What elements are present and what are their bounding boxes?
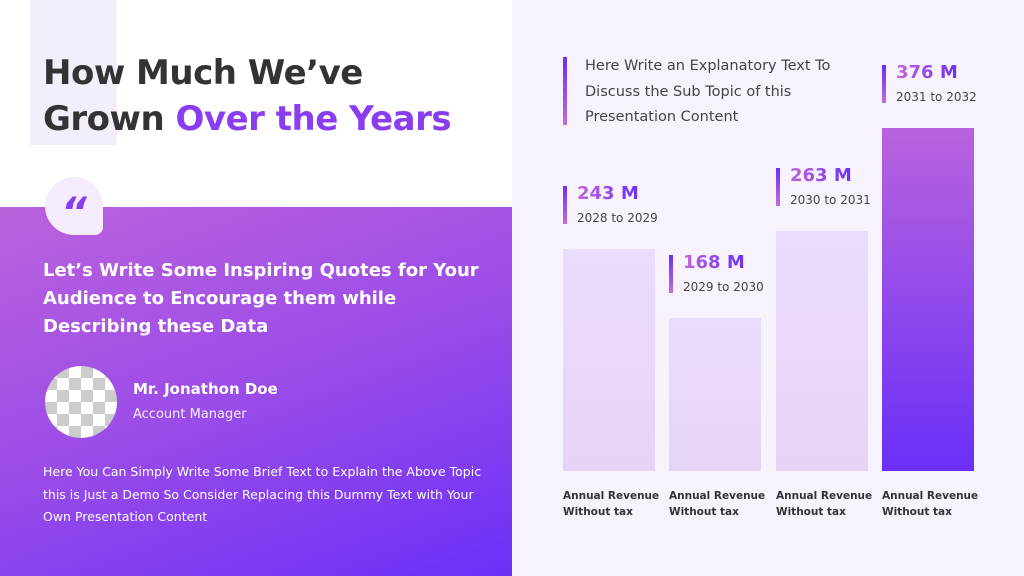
- label-accent-bar: [563, 186, 567, 225]
- author-name: Mr. Jonathon Doe: [133, 380, 278, 398]
- period-label: 2029 to 2030: [683, 279, 764, 294]
- bar: [563, 249, 655, 471]
- quote-text: Let’s Write Some Inspiring Quotes for Yo…: [43, 260, 479, 337]
- category-label: Annual Revenue Without tax: [669, 490, 766, 518]
- bar: [669, 317, 761, 471]
- bar: [776, 231, 868, 471]
- explanatory-text: Here Write an Explanatory Text To Discus…: [585, 58, 831, 125]
- title-decoration: [30, 0, 117, 145]
- category-label: Annual Revenue Without tax: [882, 490, 979, 518]
- category-label: Annual Revenue Without tax: [563, 490, 660, 518]
- title-plain: Grown: [43, 99, 176, 139]
- value-label: 168 M: [683, 251, 745, 273]
- body-text: Here You Can Simply Write Some Brief Tex…: [43, 464, 482, 524]
- label-accent-bar: [776, 168, 780, 207]
- value-label: 243 M: [577, 183, 639, 205]
- avatar: [45, 366, 117, 438]
- bar: [882, 128, 974, 471]
- value-label: 376 M: [896, 62, 958, 84]
- period-label: 2030 to 2031: [790, 193, 871, 208]
- period-label: 2031 to 2032: [896, 90, 977, 105]
- label-accent-bar: [882, 65, 886, 104]
- value-label: 263 M: [790, 165, 852, 187]
- period-label: 2028 to 2029: [577, 211, 658, 226]
- title-highlight: Over the Years: [175, 99, 452, 139]
- title-line-1: How Much We’ve: [43, 53, 363, 93]
- quote-mark-icon: “: [45, 177, 103, 236]
- accent-bar: [563, 57, 567, 125]
- title-line-2: Grown Over the Years: [43, 96, 452, 142]
- page-title: How Much We’ve Grown Over the Years: [43, 50, 452, 142]
- author-role: Account Manager: [133, 407, 247, 422]
- category-label: Annual Revenue Without tax: [776, 490, 873, 518]
- label-accent-bar: [669, 254, 673, 293]
